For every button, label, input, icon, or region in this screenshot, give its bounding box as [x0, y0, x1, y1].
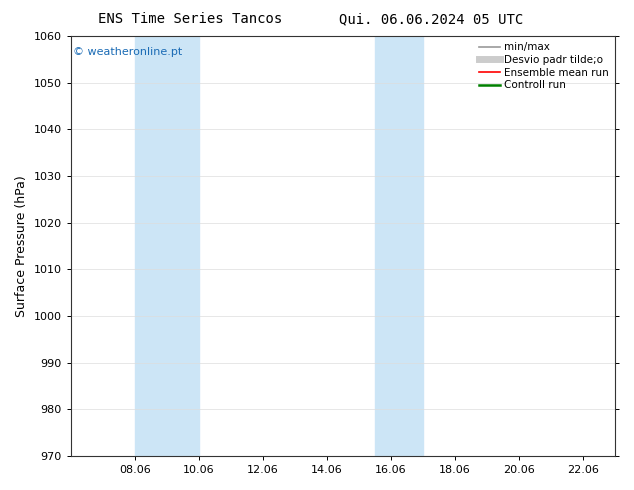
Text: Qui. 06.06.2024 05 UTC: Qui. 06.06.2024 05 UTC: [339, 12, 523, 26]
Legend: min/max, Desvio padr tilde;o, Ensemble mean run, Controll run: min/max, Desvio padr tilde;o, Ensemble m…: [476, 39, 612, 93]
Bar: [134, 36, 198, 456]
Y-axis label: Surface Pressure (hPa): Surface Pressure (hPa): [15, 175, 28, 317]
Bar: [375, 36, 423, 456]
Text: © weatheronline.pt: © weatheronline.pt: [74, 47, 183, 57]
Text: ENS Time Series Tancos: ENS Time Series Tancos: [98, 12, 282, 26]
